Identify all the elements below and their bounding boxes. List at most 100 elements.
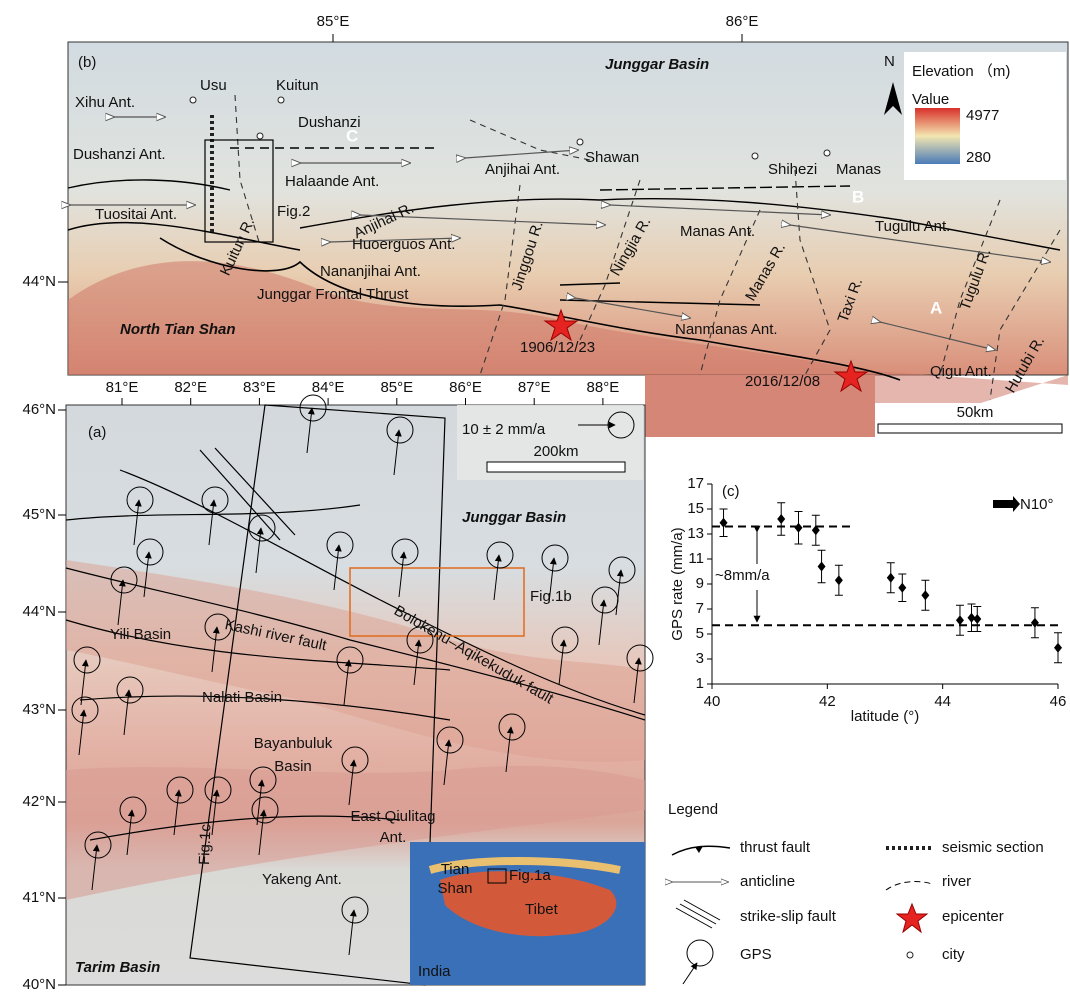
figure: 50km Elevation （m) Value 4977 280 N (b) … [0,0,1070,992]
place-label: Fig.1b [530,588,572,605]
legend-subtitle: Value [912,91,949,108]
inset-label: Fig.1a [509,867,551,884]
place-label: Yili Basin [110,626,171,643]
lon-label: 87°E [518,379,551,396]
place: East Qiulitag [350,808,435,825]
place-label: Shawan [585,149,639,166]
point [956,615,964,625]
y-tick-label: 17 [687,475,704,492]
place-label: Dushanzi Ant. [73,146,166,163]
panel-a: (a) 10 ± 2 mm/a 200km Junggar Basin Fig.1… [22,379,653,992]
place-label: Nananjihai Ant. [320,263,421,280]
x-tick-label: 44 [934,693,951,710]
chart-title: (c) [722,483,740,500]
place-label: C [346,126,358,145]
point [1054,643,1062,653]
inset-label: Tibet [525,901,559,918]
place-label: Manas [836,161,881,178]
x-tick-label: 46 [1050,693,1067,710]
place: Ant. [380,829,407,846]
point [887,573,895,583]
legend: Legend thrust fault seismic section anticl… [668,801,1044,984]
legend-item: river [942,873,971,890]
place-label: Shihezi [768,161,817,178]
lon-label: 81°E [106,379,139,396]
lon-label: 83°E [243,379,276,396]
lat-label: 45°N [22,506,56,523]
place-label: 1906/12/23 [520,339,595,356]
place-label: North Tian Shan [120,321,236,338]
north-arrow: N [884,53,895,70]
gps-scale: 10 ± 2 mm/a [462,421,546,438]
place-label: Fig.1c [196,823,214,865]
legend-item: epicenter [942,908,1004,925]
lat-label: 46°N [22,401,56,418]
lon-label: 85°E [380,379,413,396]
x-tick-label: 42 [819,693,836,710]
place-label: Nanmanas Ant. [675,321,778,338]
place-label: Yakeng Ant. [262,871,342,888]
place-label: Tuositai Ant. [95,206,177,223]
place-label: Junggar Frontal Thrust [257,286,409,303]
place-label: Nalati Basin [202,689,282,706]
lon-label: 84°E [312,379,345,396]
lon-label: 85°E [317,13,350,30]
place-label: Qigu Ant. [930,363,992,380]
point [795,523,803,533]
y-tick-label: 3 [696,650,704,667]
place-label: Usu [200,77,227,94]
annotation: ~8mm/a [715,567,770,584]
panel-label: (a) [88,424,106,441]
point [898,583,906,593]
point [818,562,826,572]
point [973,614,981,624]
place-label: Xihu Ant. [75,94,135,111]
point [777,514,785,524]
lon-label: 86°E [726,13,759,30]
inset-label: Shan [437,880,472,897]
legend-title: Legend [668,801,718,818]
legend-item: anticline [740,873,795,890]
panel-c: 135791113151740424446(c)~8mm/aN10°latitu… [669,475,1066,725]
y-tick-label: 5 [696,625,704,642]
place-label: Huoerguos Ant. [352,236,455,253]
place-label: Manas Ant. [680,223,755,240]
x-axis-label: latitude (°) [851,708,920,725]
place-label: Kuitun [276,77,319,94]
inset-label: India [418,963,451,980]
y-tick-label: 13 [687,525,704,542]
lat-label: 44°N [22,273,56,290]
place-label: Tugulu Ant. [875,218,950,235]
place-label: Fig.2 [277,203,310,220]
y-axis-label: GPS rate (mm/a) [669,527,686,640]
place-label: Junggar Basin [462,509,566,526]
place-label: Anjihai Ant. [485,161,560,178]
lat-label: 44°N [22,603,56,620]
place-label: Tarim Basin [75,959,160,976]
lat-label: 40°N [22,976,56,992]
legend-max: 4977 [966,107,999,124]
lat-label: 41°N [22,889,56,906]
lat-label: 43°N [22,701,56,718]
direction-label: N10° [1020,496,1054,513]
x-tick-label: 40 [704,693,721,710]
legend-min: 280 [966,149,991,166]
place-label: Junggar Basin [605,56,709,73]
y-tick-label: 11 [688,550,704,567]
panel-label: (b) [78,54,96,71]
scale-bar-label: 50km [957,404,994,421]
panel-b: 50km Elevation （m) Value 4977 280 N (b) … [22,13,1068,437]
lon-label: 82°E [174,379,207,396]
legend-item: seismic section [942,839,1044,856]
y-tick-label: 1 [696,675,704,692]
place-label: Halaande Ant. [285,173,379,190]
y-tick-label: 7 [696,600,704,617]
y-tick-label: 9 [696,575,704,592]
legend-item: thrust fault [740,839,811,856]
scale-bar-label: 200km [533,443,578,460]
legend-item: strike-slip fault [740,908,837,925]
legend-item: GPS [740,946,772,963]
legend-title: Elevation （m) [912,63,1010,80]
place-label: 2016/12/08 [745,373,820,390]
y-tick-label: 15 [687,500,704,517]
